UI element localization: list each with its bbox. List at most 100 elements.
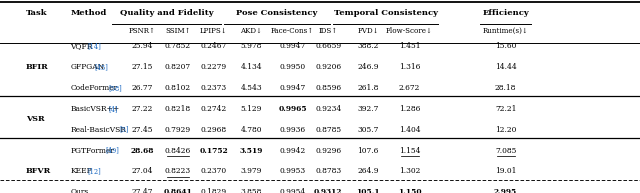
Text: Pose Consistency: Pose Consistency <box>236 9 317 17</box>
Text: VSR: VSR <box>26 115 44 123</box>
Text: 246.9: 246.9 <box>357 63 379 71</box>
Text: 3.519: 3.519 <box>240 146 263 155</box>
Text: 261.8: 261.8 <box>357 84 379 92</box>
Text: 28.18: 28.18 <box>495 84 516 92</box>
Text: Real-BasicVSR: Real-BasicVSR <box>70 126 126 134</box>
Text: Quality and Fidelity: Quality and Fidelity <box>120 9 213 17</box>
Text: Temporal Consistency: Temporal Consistency <box>333 9 438 17</box>
Text: 0.1752: 0.1752 <box>200 146 228 155</box>
Text: [14]: [14] <box>87 42 100 50</box>
Text: [5]: [5] <box>120 126 129 134</box>
Text: 1.316: 1.316 <box>399 63 420 71</box>
Text: 0.2373: 0.2373 <box>201 84 227 92</box>
Text: 3.979: 3.979 <box>241 167 262 175</box>
Text: SSIM↑: SSIM↑ <box>165 27 191 35</box>
Text: GFPGAN: GFPGAN <box>70 63 105 71</box>
Text: 3.858: 3.858 <box>241 188 262 193</box>
Text: [49]: [49] <box>105 146 119 155</box>
Text: IDS↑: IDS↑ <box>319 27 338 35</box>
Text: 0.8426: 0.8426 <box>164 146 191 155</box>
Text: 28.68: 28.68 <box>131 146 154 155</box>
Text: 0.8218: 0.8218 <box>165 105 191 113</box>
Text: 0.9954: 0.9954 <box>279 188 306 193</box>
Text: 0.9206: 0.9206 <box>316 63 341 71</box>
Text: AKD↓: AKD↓ <box>241 27 262 35</box>
Text: 0.8207: 0.8207 <box>165 63 191 71</box>
Text: 5.129: 5.129 <box>241 105 262 113</box>
Text: 0.8785: 0.8785 <box>316 126 341 134</box>
Text: [58]: [58] <box>109 84 122 92</box>
Text: 4.780: 4.780 <box>241 126 262 134</box>
Text: 72.21: 72.21 <box>495 105 516 113</box>
Text: BasicVSR++: BasicVSR++ <box>70 105 120 113</box>
Text: [45]: [45] <box>94 63 108 71</box>
Text: 392.7: 392.7 <box>357 105 379 113</box>
Text: 0.7852: 0.7852 <box>165 42 191 50</box>
Text: KEEP: KEEP <box>70 167 92 175</box>
Text: PGTFormer: PGTFormer <box>70 146 115 155</box>
Text: 0.2467: 0.2467 <box>200 42 227 50</box>
Text: 0.8641: 0.8641 <box>163 188 193 193</box>
Text: 7.085: 7.085 <box>495 146 516 155</box>
Text: 14.44: 14.44 <box>495 63 516 71</box>
Text: 0.9950: 0.9950 <box>280 63 305 71</box>
Text: 25.94: 25.94 <box>131 42 153 50</box>
Text: Efficiency: Efficiency <box>482 9 529 17</box>
Text: 0.9936: 0.9936 <box>280 126 305 134</box>
Text: 0.2370: 0.2370 <box>201 167 227 175</box>
Text: Runtime(s)↓: Runtime(s)↓ <box>483 27 529 35</box>
Text: 27.04: 27.04 <box>131 167 153 175</box>
Text: BFIR: BFIR <box>26 63 49 71</box>
Text: 0.2279: 0.2279 <box>201 63 227 71</box>
Text: 4.543: 4.543 <box>241 84 262 92</box>
Text: Method: Method <box>70 9 107 17</box>
Text: 0.9942: 0.9942 <box>279 146 306 155</box>
Text: 388.2: 388.2 <box>357 42 379 50</box>
Text: CodeFormer: CodeFormer <box>70 84 118 92</box>
Text: 12.20: 12.20 <box>495 126 516 134</box>
Text: Ours: Ours <box>70 188 89 193</box>
Text: 19.01: 19.01 <box>495 167 516 175</box>
Text: 0.9312: 0.9312 <box>314 188 342 193</box>
Text: 264.9: 264.9 <box>357 167 379 175</box>
Text: LPIPS↓: LPIPS↓ <box>200 27 228 35</box>
Text: 5.978: 5.978 <box>241 42 262 50</box>
Text: 0.9234: 0.9234 <box>315 105 342 113</box>
Text: 1.150: 1.150 <box>398 188 421 193</box>
Text: 2.995: 2.995 <box>494 188 517 193</box>
Text: Task: Task <box>26 9 47 17</box>
Text: 27.22: 27.22 <box>131 105 153 113</box>
Text: BFVR: BFVR <box>26 167 51 175</box>
Text: 1.302: 1.302 <box>399 167 420 175</box>
Text: 0.9947: 0.9947 <box>279 42 306 50</box>
Text: 27.45: 27.45 <box>131 126 153 134</box>
Text: 0.9296: 0.9296 <box>316 146 341 155</box>
Text: 0.2968: 0.2968 <box>201 126 227 134</box>
Text: Flow-Score↓: Flow-Score↓ <box>386 27 433 35</box>
Text: 0.8102: 0.8102 <box>165 84 191 92</box>
Text: 1.451: 1.451 <box>399 42 420 50</box>
Text: [12]: [12] <box>87 167 100 175</box>
Text: 4.134: 4.134 <box>241 63 262 71</box>
Text: 0.9965: 0.9965 <box>278 105 307 113</box>
Text: 27.15: 27.15 <box>131 63 153 71</box>
Text: 0.2742: 0.2742 <box>200 105 227 113</box>
Text: 0.7929: 0.7929 <box>165 126 191 134</box>
Text: 0.8783: 0.8783 <box>316 167 341 175</box>
Text: 2.672: 2.672 <box>399 84 420 92</box>
Text: 0.8223: 0.8223 <box>165 167 191 175</box>
Text: [4]: [4] <box>109 105 118 113</box>
Text: 1.154: 1.154 <box>399 146 420 155</box>
Text: 1.286: 1.286 <box>399 105 420 113</box>
Text: VQFR: VQFR <box>70 42 93 50</box>
Text: 107.6: 107.6 <box>357 146 379 155</box>
Text: 27.47: 27.47 <box>131 188 153 193</box>
Text: 15.60: 15.60 <box>495 42 516 50</box>
Text: PSNR↑: PSNR↑ <box>129 27 156 35</box>
Text: 1.404: 1.404 <box>399 126 420 134</box>
Text: Face-Cons↑: Face-Cons↑ <box>271 27 314 35</box>
Text: 0.6659: 0.6659 <box>316 42 341 50</box>
Text: FVD↓: FVD↓ <box>357 27 379 35</box>
Text: 105.1: 105.1 <box>356 188 380 193</box>
Text: 0.1829: 0.1829 <box>201 188 227 193</box>
